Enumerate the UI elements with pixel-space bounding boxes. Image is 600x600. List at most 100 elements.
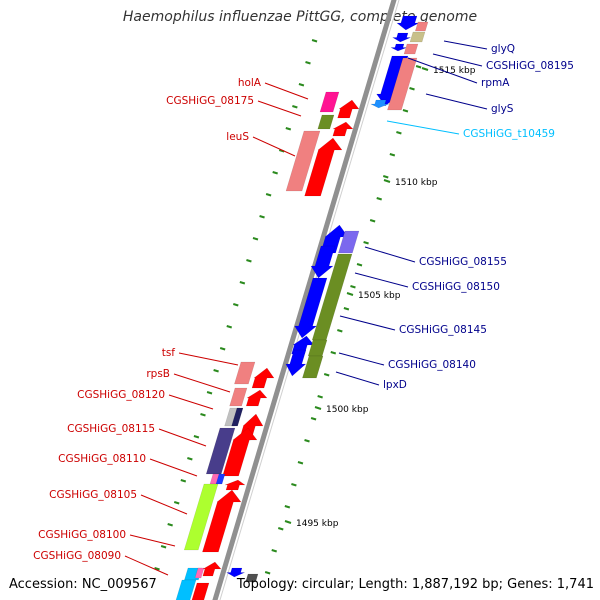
leader-line xyxy=(173,373,231,393)
tick-mark xyxy=(369,219,376,223)
tick-mark xyxy=(415,65,422,69)
gene-label-cgshigg_08120: CGSHiGG_08120 xyxy=(77,389,165,401)
gene-shape xyxy=(390,43,408,52)
leader-line xyxy=(149,458,198,477)
leader-line xyxy=(257,100,302,117)
gene-shape xyxy=(222,427,258,477)
leader-line xyxy=(364,246,416,263)
tick-mark xyxy=(284,505,291,509)
gene-label-lpxd: lpxD xyxy=(383,379,407,391)
gene-shape xyxy=(225,567,245,578)
tick-mark xyxy=(167,523,173,527)
leader-line xyxy=(335,371,380,386)
gene-shape xyxy=(409,31,426,43)
gene-shape xyxy=(310,245,336,279)
tick-mark xyxy=(239,281,246,285)
gene-label-cgshigg_08110: CGSHiGG_08110 xyxy=(58,453,146,465)
backbone-line xyxy=(212,0,397,600)
gene-shape xyxy=(304,137,343,197)
gene-shape xyxy=(391,32,411,43)
gene-shape xyxy=(319,91,340,113)
gene-label-cgshigg_08090: CGSHiGG_08090 xyxy=(33,550,121,562)
tick-mark xyxy=(389,153,396,157)
gene-shape xyxy=(202,561,222,577)
leader-line xyxy=(178,352,239,366)
gene-label-hola: holA xyxy=(238,77,262,89)
gene-label-cgshigg_08195: CGSHiGG_08195 xyxy=(486,60,574,72)
tick-mark xyxy=(252,237,259,241)
gene-shape xyxy=(191,582,210,600)
leader-line xyxy=(338,352,385,366)
tick-mark xyxy=(259,215,265,219)
gene-shape xyxy=(245,573,259,583)
tick-mark xyxy=(311,39,318,43)
tick-mark xyxy=(187,457,193,461)
gene-shape xyxy=(224,479,246,491)
label-leaders xyxy=(124,40,488,576)
tick-mark xyxy=(226,325,233,329)
leader-line xyxy=(140,494,188,515)
gene-shape xyxy=(403,43,419,55)
tick-mark xyxy=(246,259,252,263)
gene-shape xyxy=(337,99,360,119)
tick-mark xyxy=(272,171,278,175)
leader-line xyxy=(252,136,296,157)
tick-mark xyxy=(383,179,391,183)
gene-shape xyxy=(231,407,244,427)
gene-label-cgshigg_08115: CGSHiGG_08115 xyxy=(67,423,155,435)
tick-mark xyxy=(382,175,389,179)
tick-mark xyxy=(304,439,310,443)
gene-shape xyxy=(317,114,335,130)
tick-mark xyxy=(233,303,239,307)
gene-shape xyxy=(215,473,226,485)
tick-mark xyxy=(363,241,369,245)
tick-mark xyxy=(180,479,187,483)
leader-line xyxy=(407,57,478,84)
gene-label-cgshigg_08150: CGSHiGG_08150 xyxy=(412,281,500,293)
tick-mark xyxy=(396,131,402,135)
leader-line xyxy=(129,534,176,547)
tick-mark xyxy=(271,549,277,553)
scale-label: 1500 kbp xyxy=(326,405,369,415)
tick-mark xyxy=(323,373,330,377)
gene-shape xyxy=(387,57,418,111)
gene-shape xyxy=(175,579,197,600)
tick-mark xyxy=(421,67,429,71)
tick-mark xyxy=(346,292,354,296)
leader-line xyxy=(425,93,488,110)
tick-mark xyxy=(305,61,311,65)
tick-mark xyxy=(356,263,363,267)
tick-mark xyxy=(317,395,323,399)
gene-shape xyxy=(338,230,360,254)
gene-label-glyq: glyQ xyxy=(491,43,515,55)
gene-shape xyxy=(302,355,324,379)
tick-mark xyxy=(376,197,382,201)
gene-label-tsf: tsf xyxy=(162,347,176,359)
scale-label: 1495 kbp xyxy=(296,519,339,529)
tick-mark xyxy=(265,193,272,197)
gene-shape xyxy=(370,99,389,109)
tick-mark xyxy=(284,520,292,524)
gene-shape xyxy=(183,483,219,551)
tick-mark xyxy=(291,483,297,487)
gene-labels: glyQ CGSHiGG_08195 rpmA glyS CGSHiGG_t10459 C… xyxy=(33,43,574,562)
gene-shape xyxy=(332,121,354,137)
gene-shape xyxy=(194,567,205,579)
gene-label-cgshigg_t10459: CGSHiGG_t10459 xyxy=(463,128,555,140)
gene-shape xyxy=(245,389,268,407)
tick-mark xyxy=(213,369,219,373)
tick-mark xyxy=(292,105,298,109)
scale-label: 1515 kbp xyxy=(433,66,476,76)
tick-mark xyxy=(409,87,415,91)
tick-mark xyxy=(310,417,317,421)
gene-shape xyxy=(414,21,429,32)
leader-line xyxy=(386,120,460,135)
gene-label-cgshigg_08105: CGSHiGG_08105 xyxy=(49,489,137,501)
gene-shape xyxy=(202,489,242,553)
tick-mark xyxy=(193,435,200,439)
tick-mark xyxy=(330,351,337,355)
tick-mark xyxy=(206,391,213,395)
tick-mark xyxy=(173,501,180,505)
leader-line xyxy=(443,40,488,50)
leader-line xyxy=(339,315,396,331)
